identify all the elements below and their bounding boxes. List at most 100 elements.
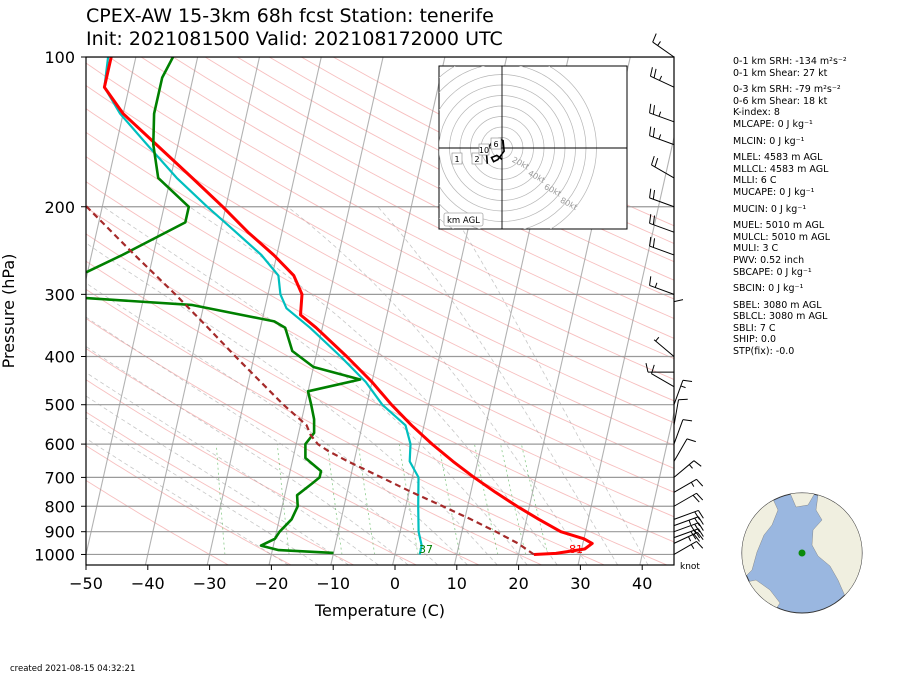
hodograph-height-label: 10 [479, 146, 489, 155]
wind-barb-half-feather [690, 482, 695, 487]
x-tick-label: 0 [390, 574, 400, 593]
isotherm [577, 135, 674, 565]
wind-barb-staff [673, 380, 684, 405]
wind-barb [649, 188, 675, 208]
wind-barb-staff [673, 541, 697, 555]
moist-adiabat [86, 437, 289, 565]
wind-barb-feather [652, 127, 656, 138]
wind-barb-staff [673, 460, 695, 478]
dry-adiabat [86, 288, 605, 565]
surface-dewpoint-label: 37 [419, 543, 433, 556]
wind-barb-staff [673, 492, 697, 507]
x-tick-label: −50 [69, 574, 103, 593]
x-tick-label: 20 [508, 574, 528, 593]
wind-barb-staff [653, 339, 675, 357]
dry-adiabat [86, 131, 674, 446]
wind-barb-feather [651, 155, 655, 166]
moist-adiabat [86, 395, 349, 565]
wind-barb-half-feather [690, 544, 695, 550]
y-tick-label: 200 [44, 198, 75, 217]
wind-barb [673, 398, 688, 426]
wind-barb [649, 276, 675, 295]
wind-barb-feather [696, 478, 704, 487]
dry-adiabat [204, 57, 674, 300]
dry-adiabat [236, 57, 674, 281]
plot-grid [86, 57, 674, 565]
wind-barb-half-feather [680, 385, 686, 389]
index-row: 0-6 km Shear: 18 kt [733, 95, 828, 107]
hodograph-label: km AGL [447, 216, 480, 226]
moist-adiabat [103, 206, 528, 565]
wind-barb [649, 236, 675, 256]
index-row: MLEL: 4583 m AGL [733, 152, 823, 164]
hodograph-height-box [471, 152, 483, 165]
y-tick-label: 1000 [34, 545, 75, 564]
wind-barb [673, 541, 704, 555]
index-row: MLLCL: 4583 m AGL [733, 163, 829, 175]
wind-barb-feather [653, 68, 657, 79]
hodograph-height-box [478, 143, 490, 156]
isotherm [86, 57, 199, 557]
virtual-temperature-line [103, 57, 423, 555]
wind-barb-feather [690, 525, 697, 534]
index-row: MUCIN: 0 J kg⁻¹ [733, 203, 807, 215]
wind-barb [649, 214, 675, 233]
index-row: PWV: 0.52 inch [733, 254, 805, 266]
dry-adiabat [86, 206, 674, 518]
isotherm [268, 57, 384, 565]
wind-barb-feather [694, 511, 701, 520]
wind-barb-half-feather [658, 111, 662, 117]
wind-barb-feather [697, 532, 704, 541]
mixing-ratio-line [438, 444, 461, 555]
index-row: SBLI: 7 C [733, 322, 776, 334]
x-tick-label: −10 [316, 574, 350, 593]
hodograph-height-box [490, 137, 502, 150]
created-timestamp: created 2021-08-15 04:32:21 [10, 664, 136, 674]
surface-temperature-label: 81 [569, 543, 583, 556]
dry-adiabat [86, 348, 480, 565]
wind-barb-half-feather [688, 519, 692, 526]
wind-barb-staff [673, 419, 684, 445]
x-tick-label: 30 [570, 574, 590, 593]
wind-barb-staff [650, 75, 675, 88]
moist-adiabat [189, 206, 558, 565]
wind-barb-feather [698, 510, 704, 519]
x-tick-label: 10 [447, 574, 467, 593]
wind-barb-staff [673, 516, 699, 527]
x-tick-label: −40 [131, 574, 165, 593]
dry-adiabat [108, 57, 674, 360]
wind-barb-feather [652, 215, 656, 225]
wind-barb-staff [649, 245, 675, 256]
wind-barb [673, 478, 704, 493]
wind-barb-feather [692, 494, 700, 503]
wind-barbs [645, 33, 704, 565]
isotherm [86, 57, 137, 282]
chart-subtitle: Init: 2021081500 Valid: 202108172000 UTC [86, 28, 503, 50]
mixing-ratio-line [326, 444, 343, 555]
wind-barb [653, 336, 675, 357]
dry-adiabat [86, 317, 542, 565]
y-tick-label: 900 [44, 523, 75, 542]
wind-barb [673, 419, 693, 445]
index-row: 0-1 km SRH: -134 m²s⁻² [733, 56, 847, 67]
wind-barb-feather [698, 522, 704, 531]
wind-barb-feather [694, 529, 701, 539]
wind-barb-staff [673, 509, 699, 520]
dry-adiabat [86, 233, 674, 543]
isotherm [639, 410, 674, 565]
wind-barb-staff [673, 438, 688, 462]
y-tick-label: 800 [44, 497, 75, 516]
wind-barb-feather [690, 531, 697, 540]
wind-barb-half-feather [659, 75, 663, 81]
barb-unit-label: knot [680, 562, 700, 572]
isotherm [330, 57, 446, 565]
y-tick-label: 700 [44, 468, 75, 487]
wind-barb-feather [696, 541, 704, 549]
wind-barb-staff [673, 522, 699, 533]
wind-barb-feather [652, 238, 656, 248]
index-row: 0-1 km Shear: 27 kt [733, 67, 828, 79]
chart-title: CPEX-AW 15-3km 68h fcst Station: tenerif… [86, 5, 494, 27]
